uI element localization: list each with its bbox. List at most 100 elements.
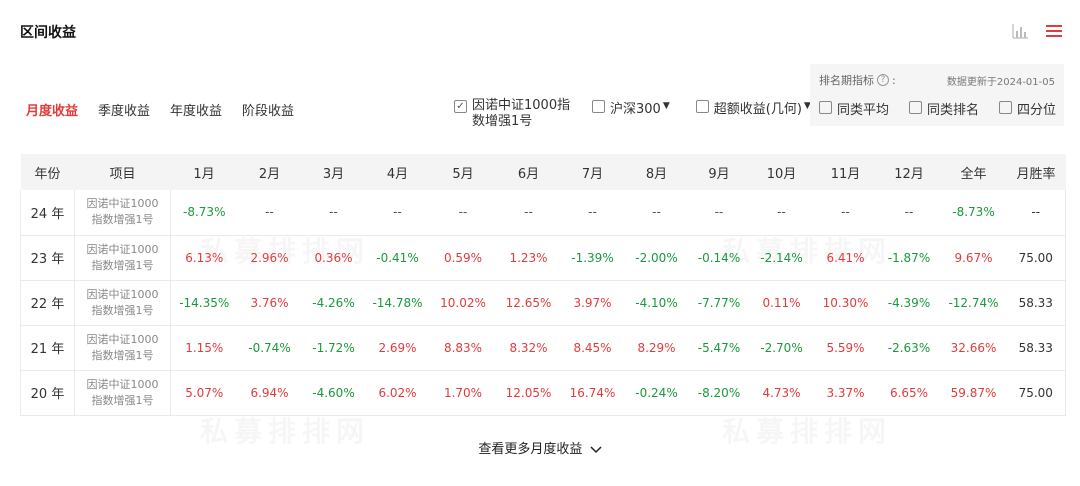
index-option[interactable]: ✓ 因诺中证1000指 数增强1号 bbox=[454, 98, 574, 130]
view-more-label: 查看更多月度收益 bbox=[478, 442, 583, 457]
excess-return-label: 超额收益(几何) bbox=[713, 102, 802, 117]
table-row: 21 年因诺中证1000 指数增强1号 1.15% -0.74% -1.72% 2.69%… bbox=[20, 325, 1066, 370]
peer-average-option[interactable]: 同类平均 bbox=[819, 99, 889, 118]
col-oct: 10月 bbox=[766, 166, 797, 182]
col-full-year: 全年 bbox=[960, 166, 987, 182]
month-return-cell: -- bbox=[652, 205, 661, 220]
month-return-cell: -- bbox=[329, 205, 338, 220]
col-aug: 8月 bbox=[645, 166, 668, 182]
col-year: 年份 bbox=[34, 166, 61, 182]
month-return-cell: -- bbox=[458, 205, 468, 220]
question-icon[interactable]: ? bbox=[877, 74, 889, 86]
month-return-cell: 8.83% bbox=[443, 340, 483, 355]
rank-options: 同类平均 同类排名 四分位 bbox=[819, 99, 1056, 118]
section-title: 区间收益 bbox=[20, 25, 76, 41]
col-jul: 7月 bbox=[581, 166, 604, 182]
col-dec: 12月 bbox=[894, 166, 924, 182]
bar-chart-icon[interactable] bbox=[1010, 22, 1030, 40]
month-return-cell: 5.07% bbox=[185, 385, 224, 400]
rank-panel: 排名期指标 ? : 数据更新于2024-01-05 同类平均 同类排名 四分位 bbox=[810, 64, 1064, 126]
checkbox-icon[interactable] bbox=[695, 100, 709, 113]
year-cell: 24 年 bbox=[20, 190, 75, 235]
month-return-cell: -1.87% bbox=[887, 250, 931, 265]
col-may: 5月 bbox=[452, 166, 474, 182]
checkbox-icon[interactable] bbox=[592, 100, 605, 113]
full-year-cell: 59.87% bbox=[950, 385, 997, 400]
month-return-cell: -1.39% bbox=[571, 250, 614, 265]
col-win-rate: 月胜率 bbox=[1016, 166, 1056, 182]
checkbox-icon[interactable] bbox=[819, 101, 832, 114]
view-toggle bbox=[1010, 22, 1064, 40]
update-date: 数据更新于2024-01-05 bbox=[946, 77, 1055, 88]
month-return-cell: -2.63% bbox=[887, 340, 931, 355]
table-header: 年份 项目 1月 2月 3月 4月 5月 6月 7月 8月 9月 10月 11月… bbox=[20, 154, 1066, 190]
menu-list-icon[interactable] bbox=[1044, 22, 1064, 40]
col-nov: 11月 bbox=[830, 166, 861, 182]
month-return-cell: 1.15% bbox=[185, 340, 224, 355]
quartile-option[interactable]: 四分位 bbox=[999, 99, 1056, 118]
col-feb: 2月 bbox=[258, 166, 281, 182]
checkbox-icon[interactable] bbox=[909, 101, 923, 114]
month-return-cell: 2.69% bbox=[378, 340, 417, 355]
peer-rank-option[interactable]: 同类排名 bbox=[909, 99, 979, 118]
item-cell: 因诺中证1000 指数增强1号 bbox=[74, 370, 171, 415]
tab-yearly[interactable]: 年度收益 bbox=[170, 104, 223, 119]
col-jan: 1月 bbox=[193, 166, 215, 182]
compare-options: ✓ 因诺中证1000指 数增强1号 沪深300 ▼ 超额收益(几何) ▼ bbox=[454, 98, 811, 130]
checkbox-checked-icon[interactable]: ✓ bbox=[454, 100, 467, 113]
month-return-cell: 8.29% bbox=[637, 340, 676, 355]
item-cell: 因诺中证1000 指数增强1号 bbox=[74, 325, 171, 370]
month-return-cell: 10.30% bbox=[822, 295, 869, 310]
month-return-cell: -14.78% bbox=[372, 295, 423, 310]
col-jun: 6月 bbox=[517, 166, 540, 182]
table-row: 20 年因诺中证1000 指数增强1号 5.07% 6.94% -4.60% 6.02% 1… bbox=[20, 370, 1066, 415]
month-return-cell: 12.65% bbox=[505, 295, 552, 310]
full-year-cell: -8.73% bbox=[952, 205, 995, 220]
excess-return-option[interactable]: 超额收益(几何) ▼ bbox=[695, 98, 811, 130]
month-return-cell: 16.74% bbox=[569, 385, 616, 400]
chevron-down-icon bbox=[590, 445, 602, 453]
month-return-cell: 4.73% bbox=[762, 385, 801, 400]
tab-stage[interactable]: 阶段收益 bbox=[242, 104, 295, 119]
win-rate-cell: 75.00 bbox=[1006, 370, 1066, 415]
month-return-cell: 0.59% bbox=[443, 250, 483, 265]
month-return-cell: 1.70% bbox=[443, 385, 483, 400]
month-return-cell: 0.11% bbox=[762, 295, 801, 310]
month-return-cell: -- bbox=[588, 205, 597, 220]
caret-down-icon[interactable]: ▼ bbox=[803, 101, 811, 111]
tab-quarterly[interactable]: 季度收益 bbox=[98, 104, 151, 119]
year-cell: 23 年 bbox=[20, 235, 75, 280]
win-rate-cell: 75.00 bbox=[1006, 235, 1066, 280]
month-return-cell: 6.94% bbox=[250, 385, 289, 400]
view-more-button[interactable]: 查看更多月度收益 bbox=[0, 438, 1080, 457]
month-return-cell: -5.47% bbox=[697, 340, 741, 355]
col-mar: 3月 bbox=[322, 166, 345, 182]
index-option-label: 因诺中证1000指 数增强1号 bbox=[472, 98, 571, 129]
month-return-cell: 5.59% bbox=[826, 340, 865, 355]
win-rate-cell: -- bbox=[1006, 190, 1066, 235]
month-return-cell: -8.20% bbox=[697, 385, 741, 400]
win-rate-cell: 58.33 bbox=[1006, 280, 1066, 325]
month-return-cell: -2.14% bbox=[760, 250, 803, 265]
month-return-cell: -4.10% bbox=[635, 295, 678, 310]
month-return-cell: -- bbox=[904, 205, 914, 220]
tab-monthly[interactable]: 月度收益 bbox=[26, 104, 79, 119]
month-return-cell: 3.37% bbox=[826, 385, 865, 400]
month-return-cell: 12.05% bbox=[505, 385, 552, 400]
hs300-option[interactable]: 沪深300 ▼ bbox=[592, 98, 670, 130]
month-return-cell: 10.02% bbox=[440, 295, 486, 310]
month-return-cell: -2.70% bbox=[760, 340, 803, 355]
full-year-cell: 9.67% bbox=[954, 250, 993, 265]
item-cell: 因诺中证1000 指数增强1号 bbox=[74, 280, 171, 325]
year-cell: 21 年 bbox=[20, 325, 75, 370]
caret-down-icon[interactable]: ▼ bbox=[662, 101, 670, 111]
month-return-cell: -4.26% bbox=[312, 295, 355, 310]
table-row: 22 年因诺中证1000 指数增强1号 -14.35% 3.76% -4.26% -14.… bbox=[20, 280, 1066, 325]
col-apr: 4月 bbox=[386, 166, 409, 182]
month-return-cell: -8.73% bbox=[183, 205, 226, 220]
col-item: 项目 bbox=[109, 166, 136, 182]
checkbox-icon[interactable] bbox=[999, 101, 1013, 114]
month-return-cell: -0.14% bbox=[697, 250, 741, 265]
month-return-cell: 8.32% bbox=[509, 340, 548, 355]
month-return-cell: -7.77% bbox=[697, 295, 741, 310]
